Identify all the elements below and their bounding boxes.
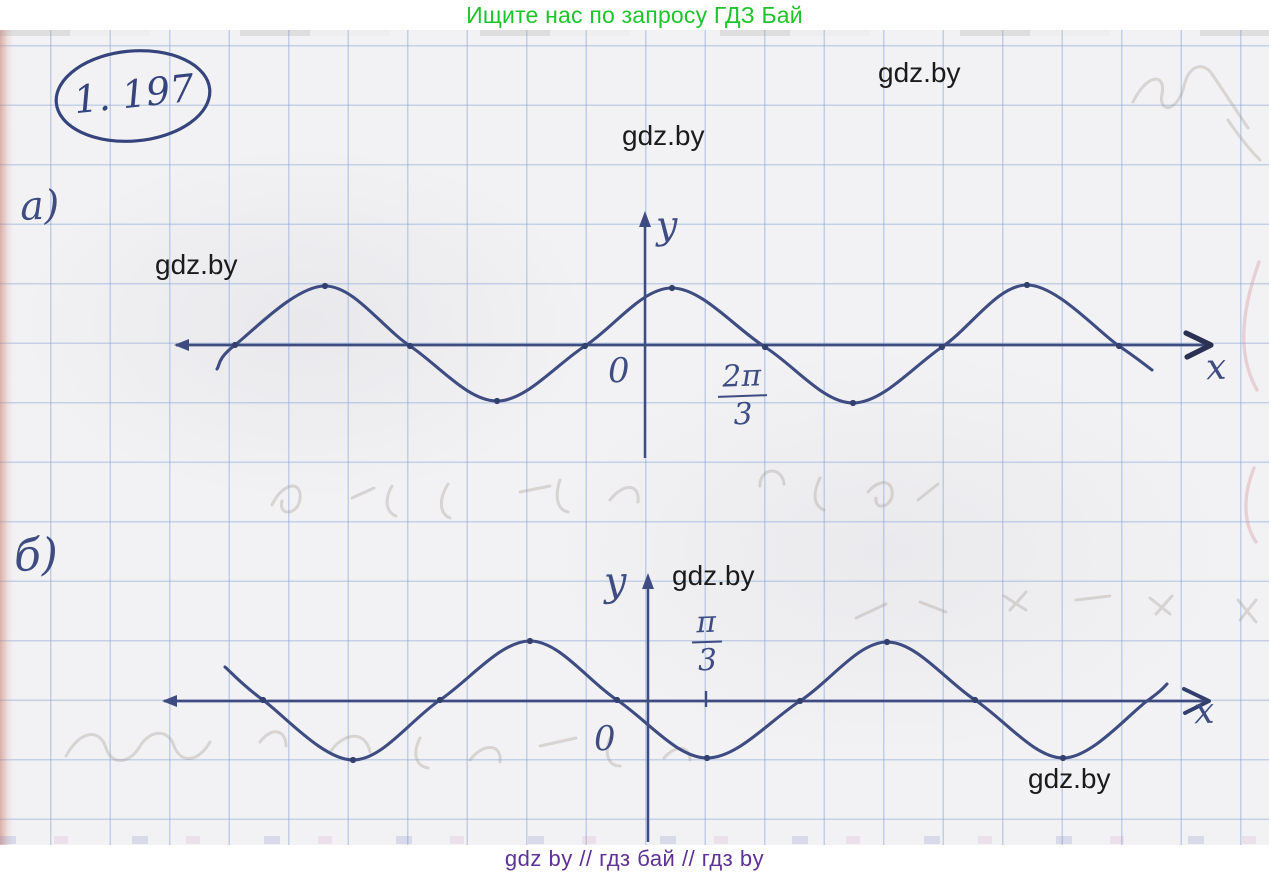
- bleed-through-marks: [1242, 260, 1261, 392]
- bleed-through-marks: [1244, 466, 1258, 544]
- bleed-through-marks: [854, 590, 1258, 624]
- curve-point-a: [321, 282, 329, 290]
- curve-point-a: [938, 343, 946, 351]
- curve-point-a: [493, 397, 501, 405]
- scan-top-edge: [0, 30, 1269, 36]
- curve-point-b: [436, 696, 444, 704]
- curve-point-b: [613, 696, 621, 704]
- curve-point-a: [761, 343, 769, 351]
- y-axis-arrow-b: [642, 573, 654, 589]
- curve-point-b: [1059, 754, 1067, 762]
- notebook-scan: [0, 30, 1269, 845]
- scan-bottom-edge: [0, 836, 1269, 844]
- x-axis-left-arrow-b: [162, 695, 177, 707]
- bleed-through-marks: [1131, 65, 1262, 162]
- curve-point-b: [883, 638, 891, 646]
- curve-point-b: [971, 696, 979, 704]
- curve-point-b: [796, 697, 804, 705]
- curve-point-a: [231, 341, 239, 349]
- curve-point-b: [349, 756, 357, 764]
- grid-paper: [0, 30, 1269, 845]
- curve-point-b: [259, 696, 267, 704]
- curve-point-a: [406, 342, 414, 350]
- page-left-edge: [0, 30, 13, 845]
- curve-point-b: [703, 754, 711, 762]
- x-axis-right-arrow-b: [1182, 687, 1211, 715]
- promo-banner: Ищите нас по запросу ГДЗ Бай: [0, 0, 1269, 30]
- promo-text: Ищите нас по запросу ГДЗ Бай: [466, 1, 803, 28]
- bleed-through-marks: [270, 469, 940, 520]
- footer-text: gdz by // гдз бай // гдз by: [504, 845, 765, 871]
- curve-point-b: [526, 637, 534, 645]
- y-axis-arrow-a: [639, 211, 651, 227]
- x-axis-right-arrow-a: [1183, 330, 1214, 360]
- curve-point-a: [849, 399, 857, 407]
- curve-point-a: [1115, 342, 1123, 350]
- curve-point-a: [581, 342, 589, 350]
- curve-point-a: [1023, 281, 1031, 289]
- footer-banner: gdz by // гдз бай // гдз by: [0, 845, 1269, 872]
- x-axis-left-arrow-a: [174, 339, 189, 351]
- curve-point-a: [668, 284, 676, 292]
- bleed-through-marks: [64, 730, 692, 770]
